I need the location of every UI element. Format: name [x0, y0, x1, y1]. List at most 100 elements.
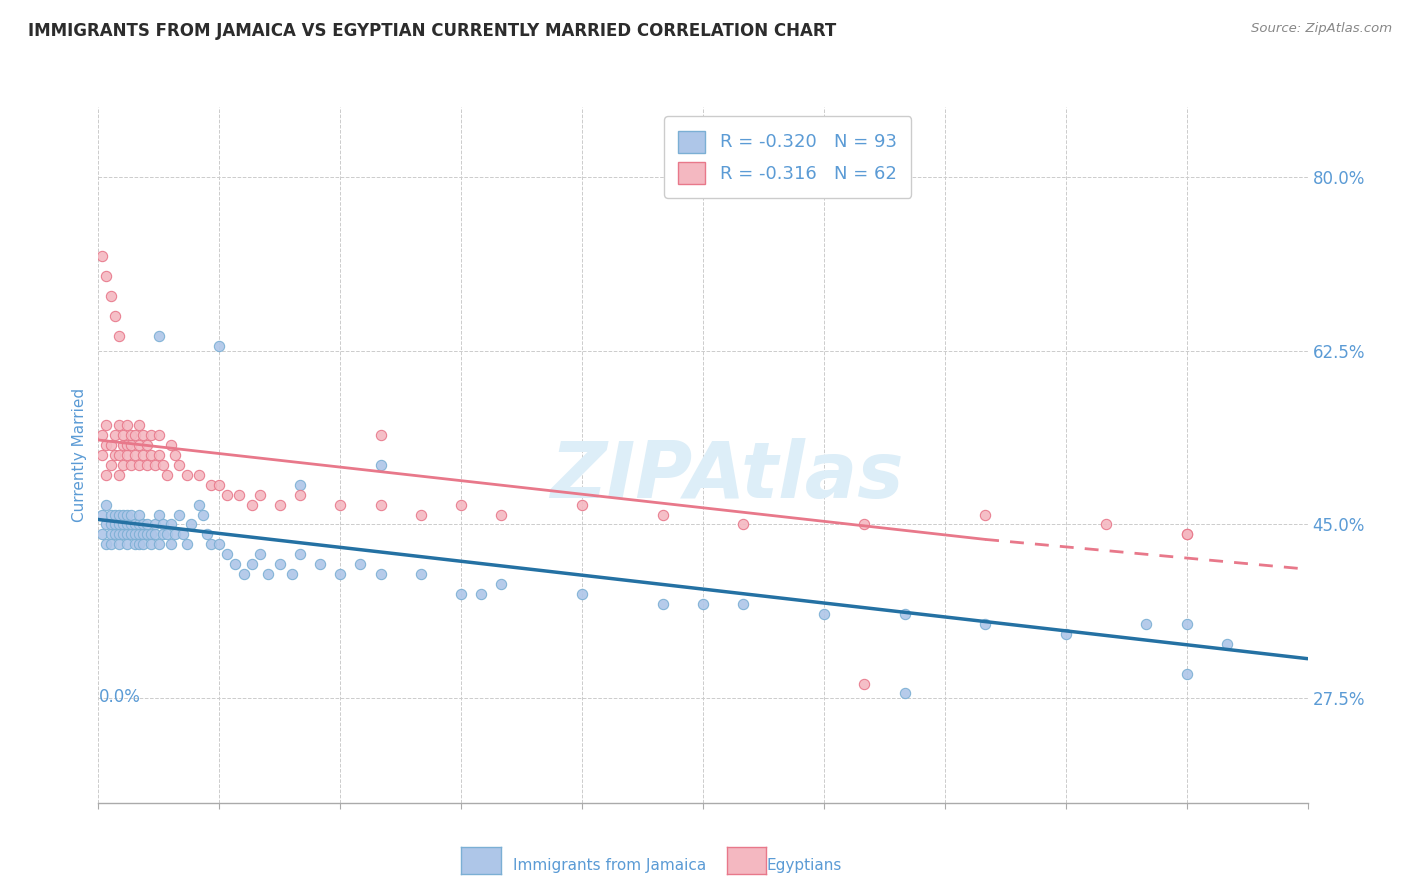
- Point: [107, 527, 129, 541]
- Point: [128, 458, 150, 472]
- Point: [91, 448, 114, 462]
- Point: [470, 587, 492, 601]
- Point: [692, 597, 714, 611]
- Point: [111, 458, 134, 472]
- Point: [167, 508, 190, 522]
- Point: [111, 517, 134, 532]
- Point: [128, 508, 150, 522]
- Y-axis label: Currently Married: Currently Married: [72, 388, 87, 522]
- Point: [96, 438, 118, 452]
- Point: [148, 328, 170, 343]
- Point: [450, 498, 472, 512]
- Point: [128, 438, 150, 452]
- Point: [232, 567, 254, 582]
- Point: [107, 328, 129, 343]
- Point: [143, 517, 166, 532]
- Point: [100, 517, 122, 532]
- Point: [91, 428, 114, 442]
- Point: [249, 547, 271, 561]
- Point: [195, 527, 218, 541]
- Point: [1095, 517, 1118, 532]
- Point: [124, 517, 146, 532]
- Point: [139, 448, 162, 462]
- Text: Source: ZipAtlas.com: Source: ZipAtlas.com: [1251, 22, 1392, 36]
- Point: [651, 597, 673, 611]
- Point: [188, 467, 211, 482]
- Point: [208, 537, 231, 551]
- Point: [281, 567, 304, 582]
- Point: [160, 517, 183, 532]
- Point: [124, 448, 146, 462]
- Point: [733, 597, 755, 611]
- Point: [132, 527, 155, 541]
- Point: [96, 537, 118, 551]
- Point: [124, 527, 146, 541]
- Point: [167, 458, 190, 472]
- Point: [132, 537, 155, 551]
- Point: [111, 508, 134, 522]
- Point: [135, 438, 157, 452]
- Point: [176, 467, 198, 482]
- Text: IMMIGRANTS FROM JAMAICA VS EGYPTIAN CURRENTLY MARRIED CORRELATION CHART: IMMIGRANTS FROM JAMAICA VS EGYPTIAN CURR…: [28, 22, 837, 40]
- Point: [91, 527, 114, 541]
- Point: [128, 418, 150, 433]
- Point: [139, 527, 162, 541]
- Point: [853, 517, 876, 532]
- Point: [91, 249, 114, 263]
- Point: [124, 537, 146, 551]
- Point: [135, 458, 157, 472]
- Point: [180, 517, 202, 532]
- Point: [1175, 527, 1198, 541]
- Point: [200, 537, 222, 551]
- Point: [91, 508, 114, 522]
- Point: [269, 498, 291, 512]
- Point: [135, 527, 157, 541]
- Point: [120, 517, 142, 532]
- Point: [309, 558, 332, 572]
- Point: [103, 527, 125, 541]
- Point: [115, 527, 138, 541]
- Point: [100, 289, 122, 303]
- Point: [115, 448, 138, 462]
- Point: [96, 418, 118, 433]
- Point: [156, 527, 179, 541]
- Point: [143, 527, 166, 541]
- Point: [249, 488, 271, 502]
- Point: [370, 567, 392, 582]
- Point: [100, 537, 122, 551]
- Point: [100, 527, 122, 541]
- Point: [163, 527, 186, 541]
- Point: [193, 508, 215, 522]
- Point: [148, 508, 170, 522]
- Point: [115, 508, 138, 522]
- Point: [148, 537, 170, 551]
- Point: [107, 448, 129, 462]
- Point: [172, 527, 194, 541]
- Point: [100, 438, 122, 452]
- Point: [176, 537, 198, 551]
- Point: [329, 567, 352, 582]
- Point: [135, 517, 157, 532]
- Point: [651, 508, 673, 522]
- Point: [107, 537, 129, 551]
- Point: [1216, 637, 1239, 651]
- Point: [115, 438, 138, 452]
- Point: [115, 517, 138, 532]
- Text: 0.0%: 0.0%: [98, 688, 141, 706]
- Point: [571, 587, 593, 601]
- Point: [111, 438, 134, 452]
- Point: [224, 558, 246, 572]
- Point: [853, 676, 876, 690]
- Point: [148, 428, 170, 442]
- Point: [96, 268, 118, 283]
- Point: [1175, 527, 1198, 541]
- Point: [103, 517, 125, 532]
- Point: [120, 438, 142, 452]
- Point: [107, 418, 129, 433]
- Point: [974, 508, 997, 522]
- Point: [1175, 666, 1198, 681]
- Point: [160, 438, 183, 452]
- Point: [160, 537, 183, 551]
- Point: [132, 448, 155, 462]
- Point: [128, 537, 150, 551]
